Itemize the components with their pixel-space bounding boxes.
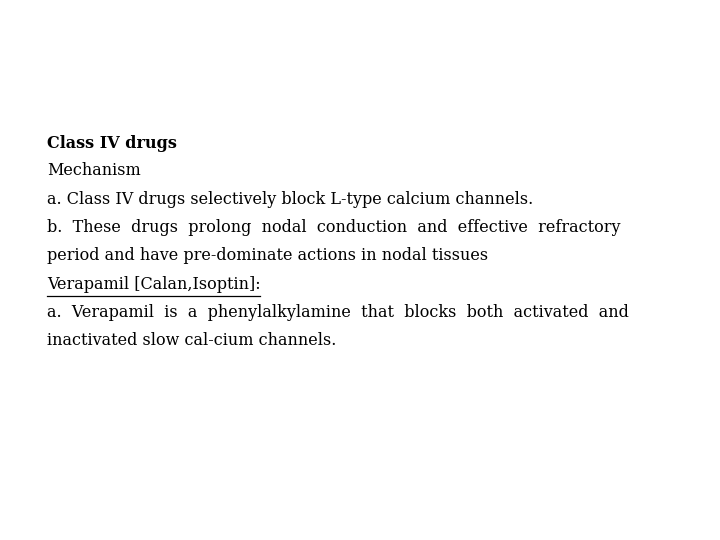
Text: Class IV drugs: Class IV drugs (47, 134, 176, 152)
Text: b.  These  drugs  prolong  nodal  conduction  and  effective  refractory: b. These drugs prolong nodal conduction … (47, 219, 621, 237)
Text: inactivated slow cal-cium channels.: inactivated slow cal-cium channels. (47, 332, 336, 349)
Text: Mechanism: Mechanism (47, 161, 140, 179)
Text: a.  Verapamil  is  a  phenylalkylamine  that  blocks  both  activated  and: a. Verapamil is a phenylalkylamine that … (47, 303, 629, 321)
Text: a. Class IV drugs selectively block L-type calcium channels.: a. Class IV drugs selectively block L-ty… (47, 191, 533, 208)
Text: period and have pre-dominate actions in nodal tissues: period and have pre-dominate actions in … (47, 247, 488, 265)
Text: Verapamil [Calan,Isoptin]:: Verapamil [Calan,Isoptin]: (47, 275, 261, 293)
